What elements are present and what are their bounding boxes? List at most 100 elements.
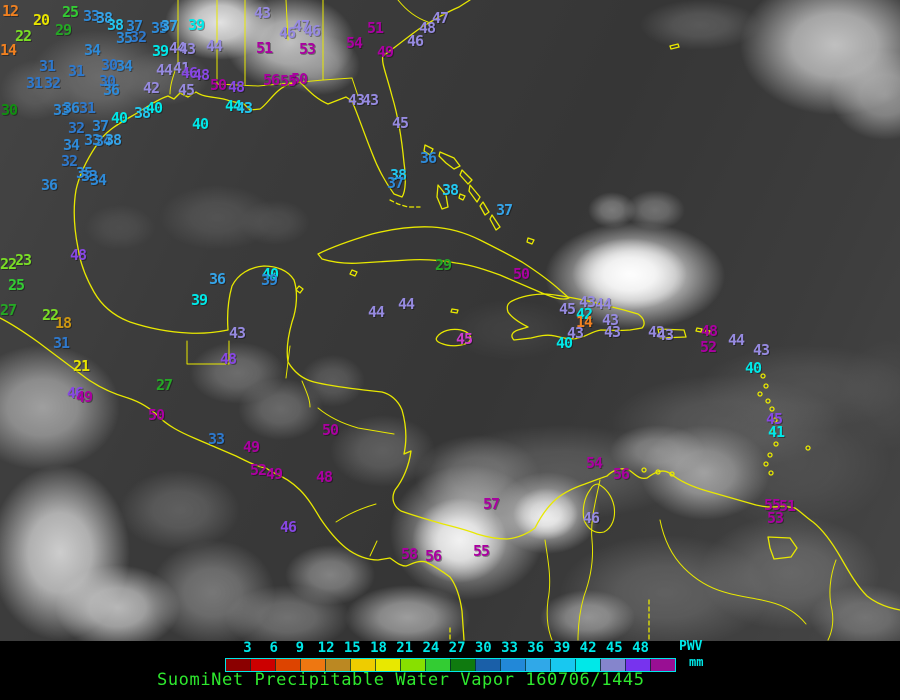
pwv-station-value: 52 [250,461,267,479]
pwv-station-value: 37 [126,17,143,35]
pwv-station-value: 43 [362,91,379,109]
coast-pacific [0,317,465,641]
pwv-station-value: 33 [208,430,225,448]
scale-segment [625,659,650,671]
coast-mexico-centam-caribbean [73,145,900,611]
pwv-station-value: 46 [181,64,198,82]
pwv-station-value: 44 [398,295,415,313]
island-puerto-rico [657,328,687,339]
pwv-station-value: 49 [266,465,283,483]
pwv-station-value: 39 [152,42,169,60]
scale-tick-label: 30 [474,640,492,656]
pwv-station-value: 43 [604,323,621,341]
pwv-station-value: 30 [99,72,116,90]
pwv-station-value: 43 [254,4,271,22]
pwv-station-value: 45 [559,300,576,318]
scale-segment [350,659,375,671]
stations-layer: 12 20 22 25 29 14 33 38 38 37 35 37 39 35 32 34 39 44 43 44… [0,4,796,565]
pwv-station-value: 47 [293,17,310,35]
pwv-station-value: 50 [148,406,165,424]
scale-tick-label: 15 [343,640,361,656]
scale-tick-label: 6 [269,640,278,656]
pwv-station-value: 38 [390,166,407,184]
pwv-station-value: 45 [178,81,195,99]
pwv-station-value: 43 [229,324,246,342]
scale-segment [450,659,475,671]
pwv-station-value: 46 [407,32,424,50]
scale-tick-label: 12 [317,640,335,656]
pwv-station-value: 44 [595,295,612,313]
pwv-label: PWV [679,639,703,654]
island-cuba [317,226,570,300]
pwv-station-value: 42 [143,79,160,97]
pwv-station-value: 57 [483,495,500,513]
pwv-station-value: 34 [90,171,107,189]
pwv-station-value: 36 [420,149,437,167]
pwv-station-value: 48 [193,66,210,84]
scale-segment [475,659,500,671]
pwv-station-value: 35 [116,29,133,47]
islands-lesser-antilles [641,373,811,477]
coastlines-overlay [0,0,900,641]
pwv-station-value: 33 [84,131,101,149]
pwv-station-value: 44 [206,37,223,55]
pwv-station-value: 46 [280,518,297,536]
scale-segment [575,659,600,671]
scale-tick-label: 9 [295,640,305,656]
pwv-station-value: 42 [648,323,665,341]
pwv-station-value: 14 [576,313,593,331]
pwv-station-value: 34 [63,136,80,154]
color-scale-bar [225,658,676,672]
pwv-station-value: 48 [316,468,333,486]
pwv-station-value: 40 [556,334,573,352]
pwv-station-value: 38 [107,16,124,34]
pwv-station-value: 18 [55,314,72,332]
pwv-station-value: 36 [41,176,58,194]
pwv-station-value: 49 [76,388,93,406]
pwv-station-value: 48 [70,246,87,264]
pwv-station-value: 40 [745,359,762,377]
pwv-station-value: 46 [583,509,600,527]
pwv-station-value: 43 [657,326,674,344]
pwv-station-value: 46 [279,24,296,42]
pwv-station-value: 32 [130,28,147,46]
pwv-station-value: 54 [346,34,363,52]
pwv-station-value: 36 [209,270,226,288]
pwv-station-value: 27 [156,376,173,394]
pwv-station-value: 46 [304,22,321,40]
pwv-station-value: 29 [435,256,452,274]
scale-tick-label: 18 [370,640,387,656]
pwv-station-value: 50 [291,70,308,88]
pwv-station-value: 56 [425,547,442,565]
pwv-station-value: 54 [586,454,603,472]
scale-tick-label: 45 [605,640,623,656]
pwv-station-value: 35 [76,164,93,182]
pwv-station-value: 30 [101,56,118,74]
pwv-station-value: 55 [280,72,297,90]
pwv-station-value: 45 [392,114,409,132]
scale-segment [400,659,425,671]
borders-central-america [186,340,395,557]
pwv-station-value: 39 [191,291,208,309]
scale-segment [500,659,525,671]
pwv-station-value: 51 [367,19,384,37]
pwv-station-value: 51 [256,39,273,57]
pwv-station-value: 49 [243,438,260,456]
pwv-station-value: 38 [442,181,459,199]
pwv-station-value: 31 [26,74,43,92]
pwv-station-value: 39 [188,16,205,34]
pwv-station-value: 37 [92,117,109,135]
pwv-station-value: 36 [103,81,120,99]
florida-keys [389,199,421,208]
pwv-station-value: 45 [456,330,473,348]
island-jamaica [435,328,472,347]
pwv-station-value: 34 [95,132,112,150]
pwv-station-value: 47 [432,9,449,27]
pwv-station-value: 43 [236,99,253,117]
unit-label: mm [689,655,704,669]
pwv-station-value: 37 [496,201,513,219]
pwv-station-value: 31 [39,57,56,75]
island-trinidad [767,536,798,560]
pwv-station-value: 51 [779,497,796,515]
